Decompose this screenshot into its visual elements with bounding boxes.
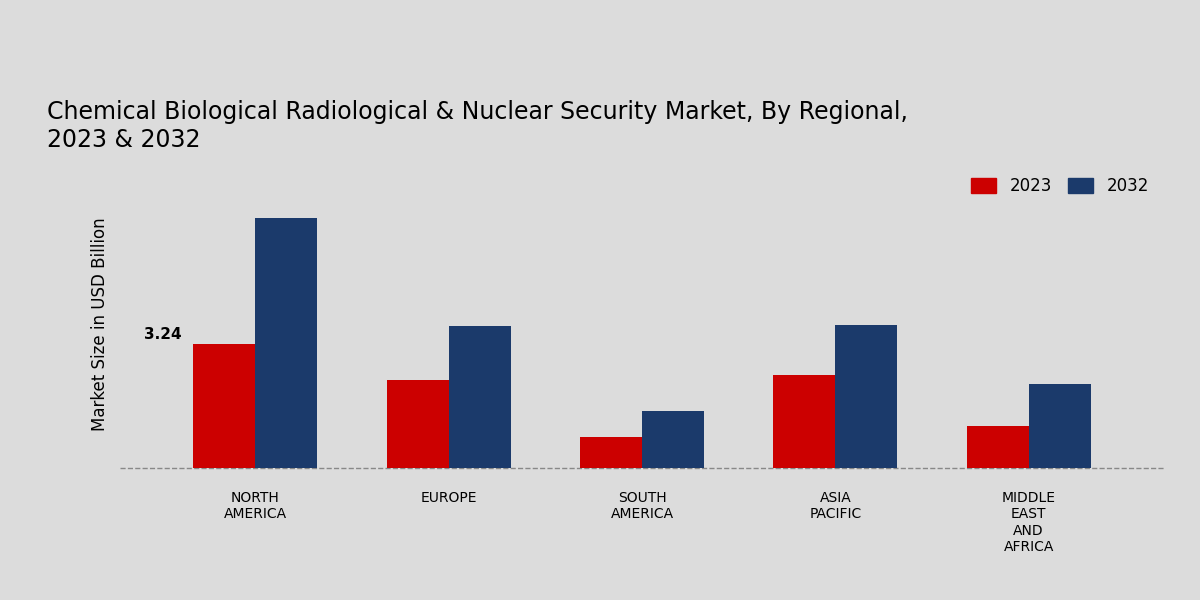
Text: Chemical Biological Radiological & Nuclear Security Market, By Regional,
2023 & : Chemical Biological Radiological & Nucle… [47, 100, 907, 152]
Bar [1028, 385, 1091, 469]
Bar [642, 412, 704, 469]
Bar [256, 218, 317, 469]
Bar [580, 437, 642, 469]
Bar [193, 344, 256, 469]
Y-axis label: Market Size in USD Billion: Market Size in USD Billion [91, 217, 109, 431]
Text: 3.24: 3.24 [144, 327, 182, 342]
Bar [774, 375, 835, 469]
Bar [967, 426, 1028, 469]
Bar [449, 326, 510, 469]
Bar [835, 325, 898, 469]
Legend: 2023, 2032: 2023, 2032 [965, 170, 1156, 202]
Bar [386, 380, 449, 469]
